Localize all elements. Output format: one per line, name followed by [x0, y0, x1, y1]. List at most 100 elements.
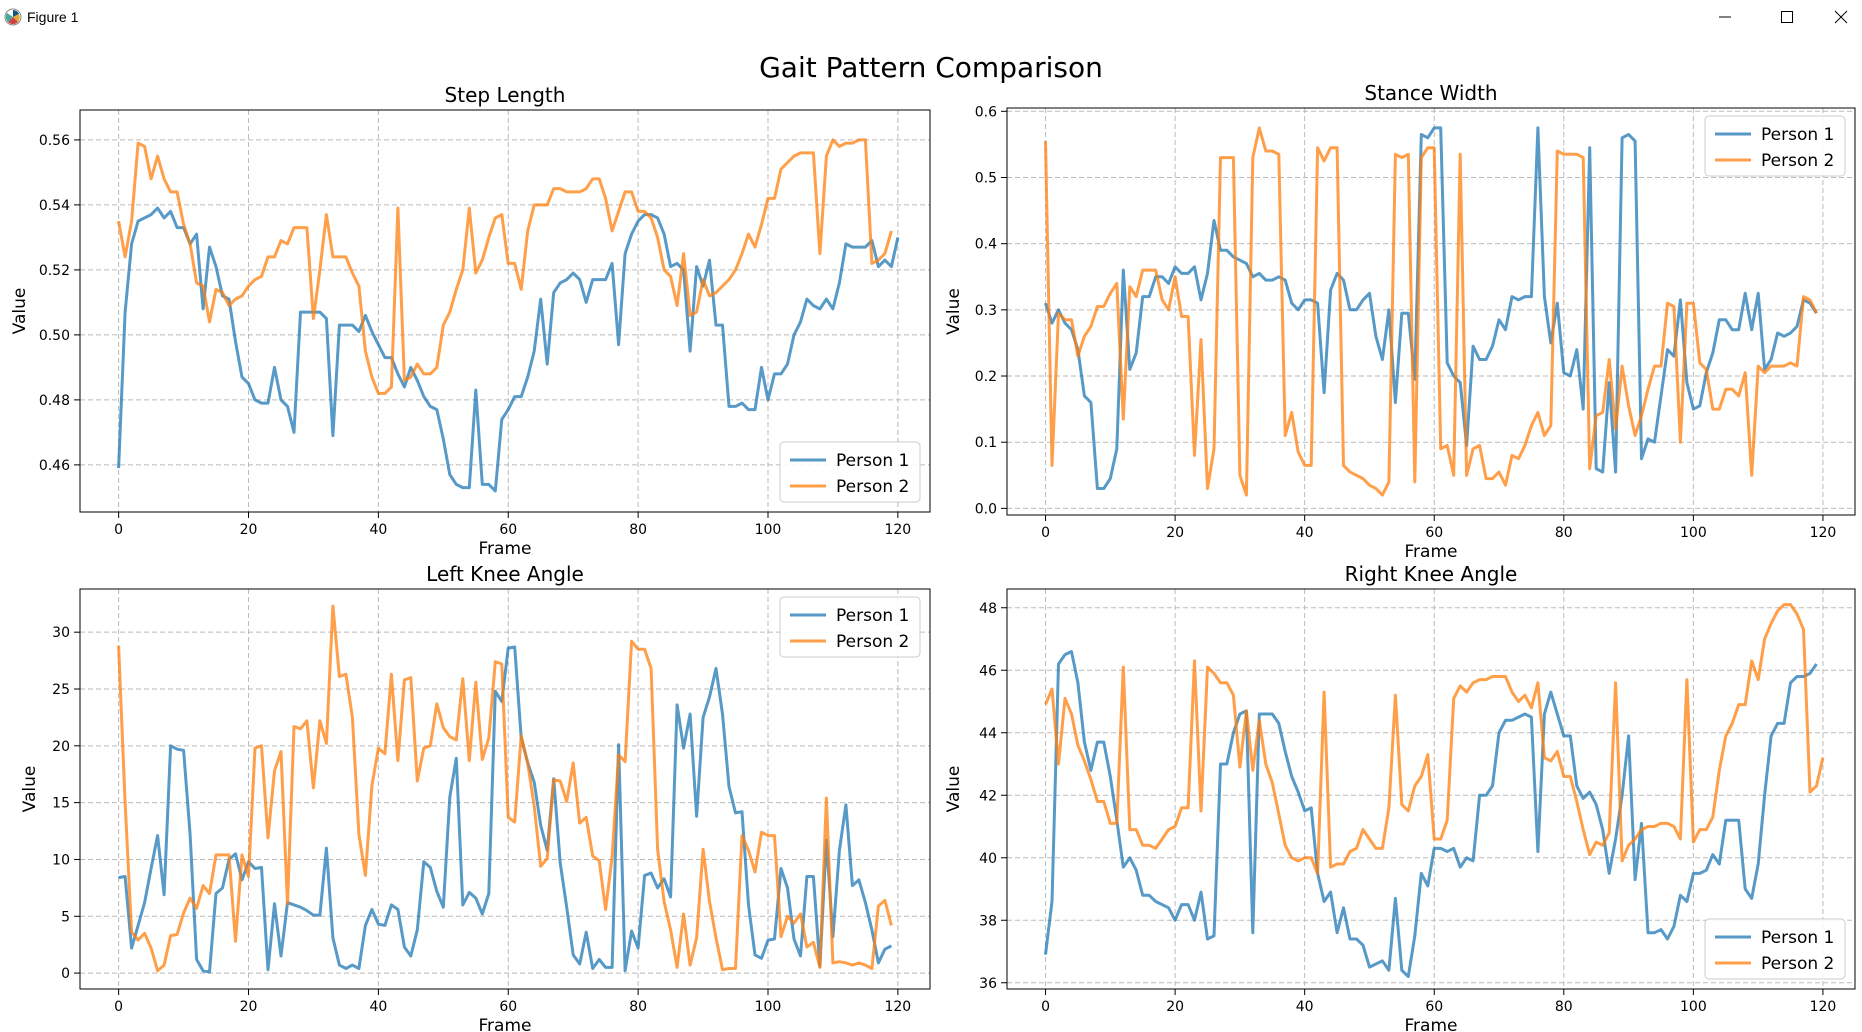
axes-frame [79, 588, 931, 990]
series-line-person-1 [1044, 650, 1818, 978]
y-tick-label: 36 [979, 976, 997, 992]
series-line-person-1 [1044, 126, 1818, 490]
minimize-button[interactable] [1702, 0, 1748, 34]
axes-frame [1006, 107, 1856, 516]
y-tick-label: 0.1 [975, 435, 997, 451]
x-tick-label: 120 [1810, 525, 1837, 541]
y-tick-label: 0 [61, 966, 70, 982]
x-tick-label: 20 [240, 999, 258, 1015]
y-tick-label: 0.52 [39, 263, 70, 279]
subplot-4: Right Knee Angle 0 20 40 60 80 100 120 36 38 40 42 4… [944, 562, 1856, 1032]
x-tick-label: 100 [755, 522, 782, 538]
x-tick-label: 40 [1296, 999, 1314, 1015]
y-axis-label: Value [20, 766, 40, 813]
x-tick-label: 100 [1680, 999, 1707, 1015]
x-tick-label: 120 [1810, 999, 1837, 1015]
y-tick-label: 5 [61, 909, 70, 925]
axes-frame [1006, 588, 1856, 990]
x-tick-label: 120 [884, 999, 911, 1015]
series-line-person-2 [1044, 126, 1818, 497]
chart-figure: Gait Pattern Comparison Step Length 0 20 40 6… [10, 51, 1856, 1032]
series-line-person-2 [117, 604, 893, 973]
x-tick-label: 60 [1425, 999, 1443, 1015]
minimize-icon [1719, 16, 1731, 18]
y-tick-label: 0.54 [39, 198, 70, 214]
y-tick-label: 40 [979, 851, 997, 867]
x-tick-label: 0 [114, 999, 123, 1015]
x-tick-label: 0 [114, 522, 123, 538]
matplotlib-icon [4, 8, 22, 26]
subplot-title: Stance Width [1364, 81, 1497, 105]
x-tick-label: 120 [884, 522, 911, 538]
y-tick-label: 0.50 [39, 328, 70, 344]
x-tick-label: 20 [1166, 999, 1184, 1015]
y-tick-label: 30 [52, 625, 70, 641]
x-tick-label: 20 [1166, 525, 1184, 541]
y-tick-label: 25 [52, 682, 70, 698]
subplot-title: Right Knee Angle [1345, 562, 1518, 586]
figure-canvas: Gait Pattern Comparison Step Length 0 20 40 6… [0, 34, 1862, 1032]
x-tick-label: 100 [1680, 525, 1707, 541]
subplot-title: Left Knee Angle [426, 562, 584, 586]
legend-label-person-2: Person 2 [836, 477, 909, 497]
maximize-button[interactable] [1764, 0, 1810, 34]
x-tick-label: 80 [1555, 999, 1573, 1015]
x-axis-label: Frame [1405, 1016, 1458, 1032]
legend: Person 1 Person 2 [779, 596, 921, 658]
x-tick-label: 40 [369, 999, 387, 1015]
x-axis-label: Frame [1405, 542, 1458, 562]
x-tick-label: 60 [499, 522, 517, 538]
legend: Person 1 Person 2 [1704, 918, 1846, 980]
y-tick-label: 0.0 [975, 501, 997, 517]
y-tick-label: 0.4 [975, 237, 997, 253]
y-tick-label: 0.6 [975, 104, 997, 120]
series-line-person-1 [117, 206, 900, 493]
x-tick-label: 80 [1555, 525, 1573, 541]
x-tick-label: 20 [240, 522, 258, 538]
x-tick-label: 60 [1425, 525, 1443, 541]
subplot-title: Step Length [445, 83, 566, 107]
x-tick-label: 40 [1296, 525, 1314, 541]
legend-label-person-2: Person 2 [1761, 151, 1834, 171]
close-button[interactable] [1818, 0, 1862, 34]
axes-frame [79, 109, 931, 513]
subplot-1: Step Length 0 20 40 60 80 100 120 0.46 0.48 0.50 0.… [10, 83, 931, 559]
y-tick-label: 10 [52, 852, 70, 868]
y-tick-label: 0.5 [975, 170, 997, 186]
legend: Person 1 Person 2 [779, 441, 921, 503]
x-tick-label: 80 [629, 999, 647, 1015]
y-tick-label: 15 [52, 796, 70, 812]
window-title: Figure 1 [27, 9, 79, 25]
x-tick-label: 60 [499, 999, 517, 1015]
legend: Person 1 Person 2 [1704, 115, 1846, 177]
y-axis-label: Value [944, 766, 964, 813]
y-tick-label: 46 [979, 663, 997, 679]
x-tick-label: 40 [369, 522, 387, 538]
y-tick-label: 38 [979, 913, 997, 929]
legend-label-person-2: Person 2 [1761, 954, 1834, 974]
y-tick-label: 44 [979, 726, 997, 742]
y-tick-label: 20 [52, 739, 70, 755]
legend-label-person-1: Person 1 [1761, 125, 1834, 145]
legend-label-person-2: Person 2 [836, 632, 909, 652]
legend-label-person-1: Person 1 [836, 451, 909, 471]
x-axis-label: Frame [479, 539, 532, 559]
y-tick-label: 0.46 [39, 458, 70, 474]
x-tick-label: 0 [1041, 525, 1050, 541]
legend-label-person-1: Person 1 [836, 606, 909, 626]
close-icon [1834, 10, 1848, 24]
y-tick-label: 0.48 [39, 393, 70, 409]
figure-suptitle: Gait Pattern Comparison [759, 51, 1103, 84]
y-tick-label: 0.3 [975, 303, 997, 319]
x-tick-label: 80 [629, 522, 647, 538]
series-line-person-2 [1044, 603, 1825, 875]
legend-label-person-1: Person 1 [1761, 928, 1834, 948]
maximize-icon [1781, 11, 1793, 23]
x-tick-label: 0 [1041, 999, 1050, 1015]
window-titlebar: Figure 1 [0, 0, 1862, 34]
subplot-2: Stance Width 0 20 40 60 80 100 120 0.0 0.1 0.2 0.3 0… [944, 81, 1856, 562]
y-axis-label: Value [944, 288, 964, 335]
x-tick-label: 100 [755, 999, 782, 1015]
y-tick-label: 42 [979, 788, 997, 804]
x-axis-label: Frame [479, 1016, 532, 1032]
